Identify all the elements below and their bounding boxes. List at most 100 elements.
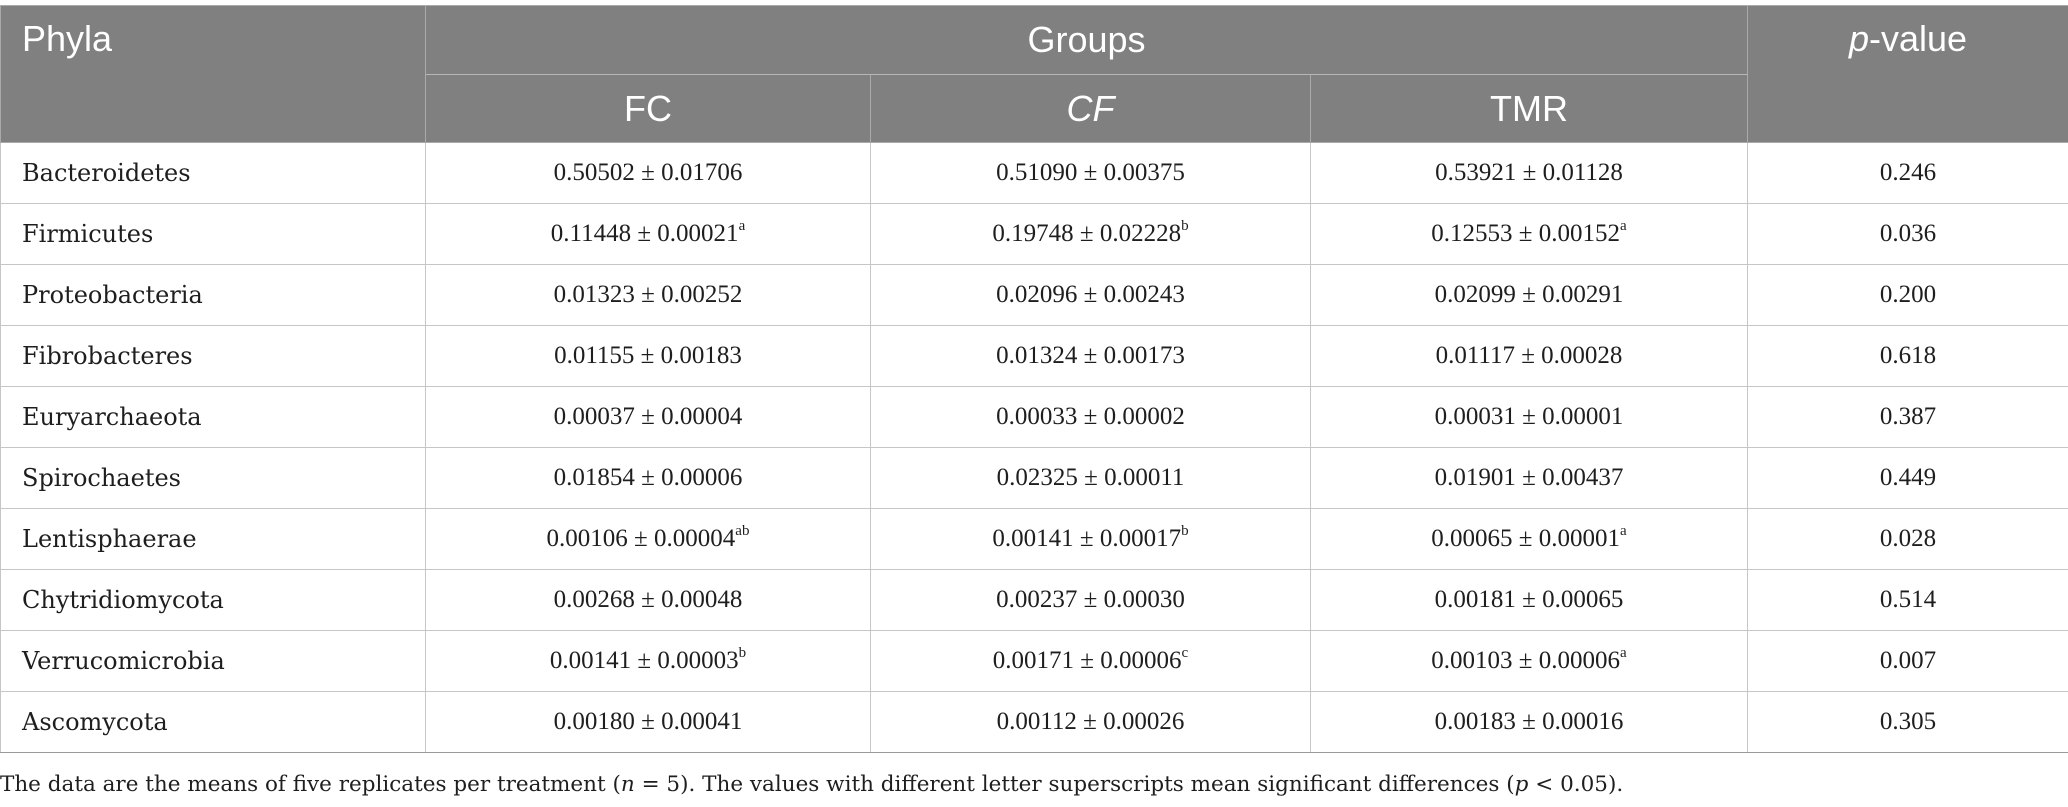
significance-superscript: a xyxy=(1620,645,1627,661)
header-tmr: TMR xyxy=(1310,74,1748,143)
mean-sd-value: 0.02325 ± 0.00011 xyxy=(996,464,1185,491)
footnote-part2: = 5). The values with different letter s… xyxy=(634,772,1515,797)
phylum-name-cell: Euryarchaeota xyxy=(0,386,426,448)
header-fc: FC xyxy=(425,74,871,143)
fc-value-cell: 0.00268 ± 0.00048 xyxy=(425,569,871,631)
table-body: Bacteroidetes 0.50502 ± 0.01706 0.51090 ± … xyxy=(0,142,2068,753)
mean-sd-value: 0.00141 ± 0.00003 xyxy=(549,647,739,674)
table-header: Phyla Groups p-value FC CF TMR xyxy=(0,5,2068,143)
cf-value-cell: 0.00171 ± 0.00006c xyxy=(870,630,1311,692)
header-cf: CF xyxy=(870,74,1311,143)
mean-sd-value: 0.01324 ± 0.00173 xyxy=(996,342,1185,369)
mean-sd-value: 0.00141 ± 0.00017 xyxy=(992,525,1182,552)
significance-superscript: b xyxy=(738,645,747,661)
fc-value-cell: 0.00141 ± 0.00003b xyxy=(425,630,871,692)
phylum-name-cell: Spirochaetes xyxy=(0,447,426,509)
mean-sd-value: 0.01854 ± 0.00006 xyxy=(553,464,743,491)
mean-sd-value: 0.00106 ± 0.00004 xyxy=(546,525,736,552)
phylum-name-cell: Firmicutes xyxy=(0,203,426,265)
table-row: Verrucomicrobia 0.00141 ± 0.00003b 0.00171… xyxy=(0,630,2068,692)
significance-superscript: a xyxy=(1620,523,1627,539)
phylum-name-cell: Fibrobacteres xyxy=(0,325,426,387)
tmr-value-cell: 0.02099 ± 0.00291 xyxy=(1310,264,1748,326)
table-container: Phyla Groups p-value FC CF TMR Bacteroid… xyxy=(0,5,2068,753)
phylum-name-cell: Bacteroidetes xyxy=(0,142,426,204)
footnote-p: p xyxy=(1514,772,1529,797)
cf-value-cell: 0.00112 ± 0.00026 xyxy=(870,691,1311,753)
tmr-value-cell: 0.53921 ± 0.01128 xyxy=(1310,142,1748,204)
p-value-cell: 0.028 xyxy=(1747,508,2068,570)
mean-sd-value: 0.00037 ± 0.00004 xyxy=(553,403,743,430)
fc-value-cell: 0.01854 ± 0.00006 xyxy=(425,447,871,509)
table-row: Chytridiomycota 0.00268 ± 0.00048 0.00237 … xyxy=(0,569,2068,631)
table-row: Proteobacteria 0.01323 ± 0.00252 0.02096 ±… xyxy=(0,264,2068,326)
cf-value-cell: 0.02325 ± 0.00011 xyxy=(870,447,1311,509)
mean-sd-value: 0.00031 ± 0.00001 xyxy=(1434,403,1624,430)
mean-sd-value: 0.00183 ± 0.00016 xyxy=(1434,708,1624,735)
mean-sd-value: 0.11448 ± 0.00021 xyxy=(550,220,739,247)
mean-sd-value: 0.01155 ± 0.00183 xyxy=(554,342,742,369)
mean-sd-value: 0.00065 ± 0.00001 xyxy=(1431,525,1621,552)
fc-value-cell: 0.00180 ± 0.00041 xyxy=(425,691,871,753)
fc-value-cell: 0.11448 ± 0.00021a xyxy=(425,203,871,265)
p-value-cell: 0.449 xyxy=(1747,447,2068,509)
mean-sd-value: 0.12553 ± 0.00152 xyxy=(1431,220,1621,247)
mean-sd-value: 0.01117 ± 0.00028 xyxy=(1435,342,1623,369)
phylum-name-cell: Lentisphaerae xyxy=(0,508,426,570)
mean-sd-value: 0.00033 ± 0.00002 xyxy=(996,403,1185,430)
significance-superscript: a xyxy=(738,218,746,234)
p-value-cell: 0.514 xyxy=(1747,569,2068,631)
header-value-suffix: -value xyxy=(1868,18,1968,59)
tmr-value-cell: 0.00031 ± 0.00001 xyxy=(1310,386,1748,448)
mean-sd-value: 0.01323 ± 0.00252 xyxy=(553,281,743,308)
mean-sd-value: 0.02096 ± 0.00243 xyxy=(996,281,1185,308)
header-phyla: Phyla xyxy=(0,5,426,143)
table-row: Spirochaetes 0.01854 ± 0.00006 0.02325 ± 0… xyxy=(0,447,2068,509)
header-groups: Groups xyxy=(425,5,1748,75)
p-value-cell: 0.387 xyxy=(1747,386,2068,448)
phylum-name-cell: Ascomycota xyxy=(0,691,426,753)
cf-value-cell: 0.00033 ± 0.00002 xyxy=(870,386,1311,448)
table-row: Bacteroidetes 0.50502 ± 0.01706 0.51090 ± … xyxy=(0,142,2068,204)
table-row: Ascomycota 0.00180 ± 0.00041 0.00112 ± 0.0… xyxy=(0,691,2068,753)
mean-sd-value: 0.01901 ± 0.00437 xyxy=(1434,464,1624,491)
cf-value-cell: 0.51090 ± 0.00375 xyxy=(870,142,1311,204)
mean-sd-value: 0.51090 ± 0.00375 xyxy=(996,159,1185,186)
significance-superscript: a xyxy=(1620,218,1627,234)
p-value-cell: 0.305 xyxy=(1747,691,2068,753)
p-value-cell: 0.618 xyxy=(1747,325,2068,387)
header-p-value: p-value xyxy=(1747,5,2068,143)
p-value-cell: 0.200 xyxy=(1747,264,2068,326)
cf-value-cell: 0.00237 ± 0.00030 xyxy=(870,569,1311,631)
cf-value-cell: 0.00141 ± 0.00017b xyxy=(870,508,1311,570)
significance-superscript: c xyxy=(1181,645,1189,661)
footnote-n: n xyxy=(620,772,635,797)
mean-sd-value: 0.19748 ± 0.02228 xyxy=(992,220,1182,247)
fc-value-cell: 0.00106 ± 0.00004ab xyxy=(425,508,871,570)
tmr-value-cell: 0.00103 ± 0.00006a xyxy=(1310,630,1748,692)
cf-value-cell: 0.02096 ± 0.00243 xyxy=(870,264,1311,326)
phyla-table: Phyla Groups p-value FC CF TMR Bacteroid… xyxy=(0,5,2068,753)
mean-sd-value: 0.53921 ± 0.01128 xyxy=(1435,159,1623,186)
table-row: Lentisphaerae 0.00106 ± 0.00004ab 0.00141 … xyxy=(0,508,2068,570)
tmr-value-cell: 0.12553 ± 0.00152a xyxy=(1310,203,1748,265)
table-row: Firmicutes 0.11448 ± 0.00021a 0.19748 ± 0.… xyxy=(0,203,2068,265)
fc-value-cell: 0.01323 ± 0.00252 xyxy=(425,264,871,326)
mean-sd-value: 0.00237 ± 0.00030 xyxy=(996,586,1185,613)
cf-value-cell: 0.19748 ± 0.02228b xyxy=(870,203,1311,265)
mean-sd-value: 0.00181 ± 0.00065 xyxy=(1434,586,1624,613)
p-value-cell: 0.007 xyxy=(1747,630,2068,692)
tmr-value-cell: 0.00181 ± 0.00065 xyxy=(1310,569,1748,631)
phylum-name-cell: Verrucomicrobia xyxy=(0,630,426,692)
header-p-letter: p xyxy=(1848,18,1869,59)
phylum-name-cell: Proteobacteria xyxy=(0,264,426,326)
fc-value-cell: 0.00037 ± 0.00004 xyxy=(425,386,871,448)
significance-superscript: ab xyxy=(735,523,750,539)
mean-sd-value: 0.02099 ± 0.00291 xyxy=(1434,281,1624,308)
mean-sd-value: 0.50502 ± 0.01706 xyxy=(553,159,743,186)
tmr-value-cell: 0.01117 ± 0.00028 xyxy=(1310,325,1748,387)
mean-sd-value: 0.00268 ± 0.00048 xyxy=(553,586,743,613)
mean-sd-value: 0.00112 ± 0.00026 xyxy=(996,708,1185,735)
footnote: The data are the means of five replicate… xyxy=(0,772,2068,797)
phylum-name-cell: Chytridiomycota xyxy=(0,569,426,631)
